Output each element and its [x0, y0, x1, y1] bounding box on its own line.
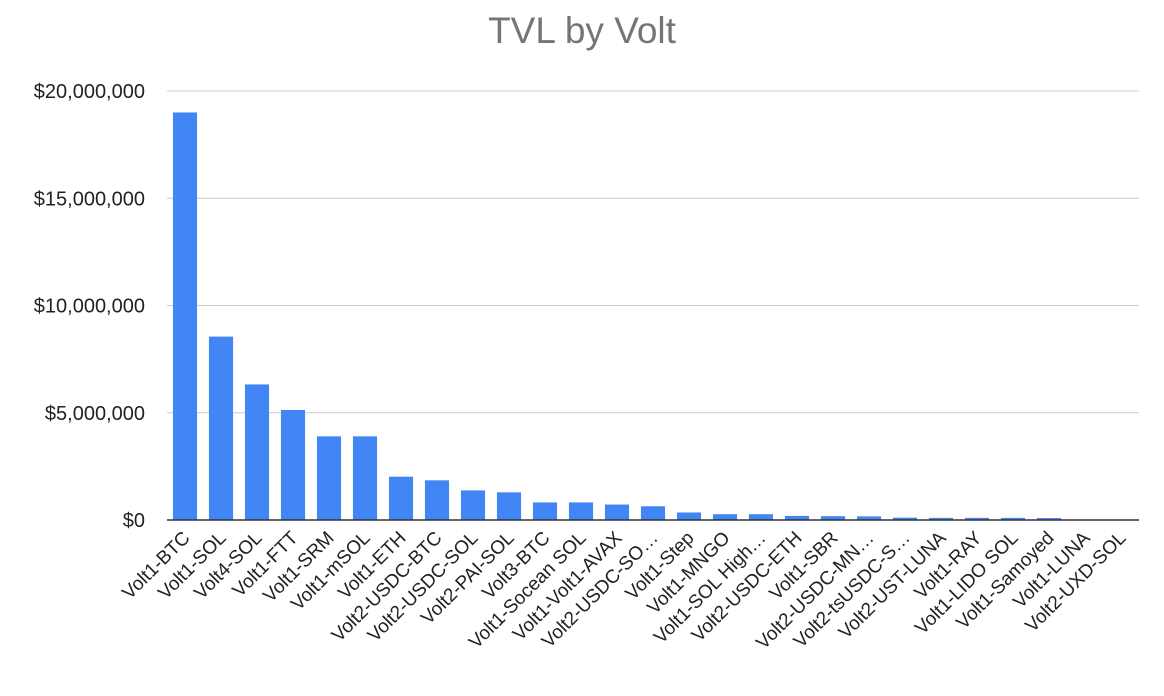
y-tick-label: $15,000,000 — [34, 188, 145, 210]
y-tick-label: $0 — [123, 510, 145, 532]
bar — [460, 490, 486, 520]
bars — [172, 112, 1134, 520]
y-tick-label: $5,000,000 — [45, 403, 145, 425]
bar — [604, 504, 630, 520]
bar — [928, 517, 954, 520]
y-tick-label: $10,000,000 — [34, 296, 145, 318]
bar — [856, 516, 882, 520]
bar — [784, 515, 810, 520]
bar — [1036, 518, 1062, 520]
bar — [244, 384, 270, 520]
bar — [352, 436, 378, 520]
bar — [712, 514, 738, 520]
bar — [820, 516, 846, 520]
bar — [532, 502, 558, 520]
bar — [892, 517, 918, 520]
bar — [280, 409, 306, 520]
bar — [496, 492, 522, 520]
bar — [640, 506, 666, 520]
bar — [748, 514, 774, 520]
bar — [568, 502, 594, 520]
bar — [424, 480, 450, 520]
bar — [208, 336, 234, 520]
bar — [172, 112, 198, 520]
bar — [676, 512, 702, 520]
chart-title: TVL by Volt — [488, 10, 676, 51]
y-tick-label: $20,000,000 — [34, 81, 145, 103]
bar — [964, 517, 990, 520]
bar — [1000, 517, 1026, 520]
bar — [388, 476, 414, 520]
y-tick-labels: $0 $5,000,000 $10,000,000 $15,000,000 $20,00… — [34, 81, 145, 532]
bar — [316, 436, 342, 520]
x-tick-labels: Volt1-BTCVolt1-SOLVolt4-SOLVolt1-FTTVolt… — [118, 527, 1130, 653]
grid-lines — [167, 90, 1139, 414]
